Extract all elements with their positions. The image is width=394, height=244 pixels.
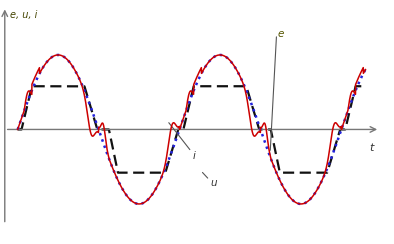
Text: u: u <box>211 178 217 188</box>
Text: i: i <box>193 151 196 161</box>
Text: e: e <box>278 29 284 39</box>
Text: t: t <box>369 143 373 153</box>
Text: e, u, i: e, u, i <box>10 10 37 20</box>
